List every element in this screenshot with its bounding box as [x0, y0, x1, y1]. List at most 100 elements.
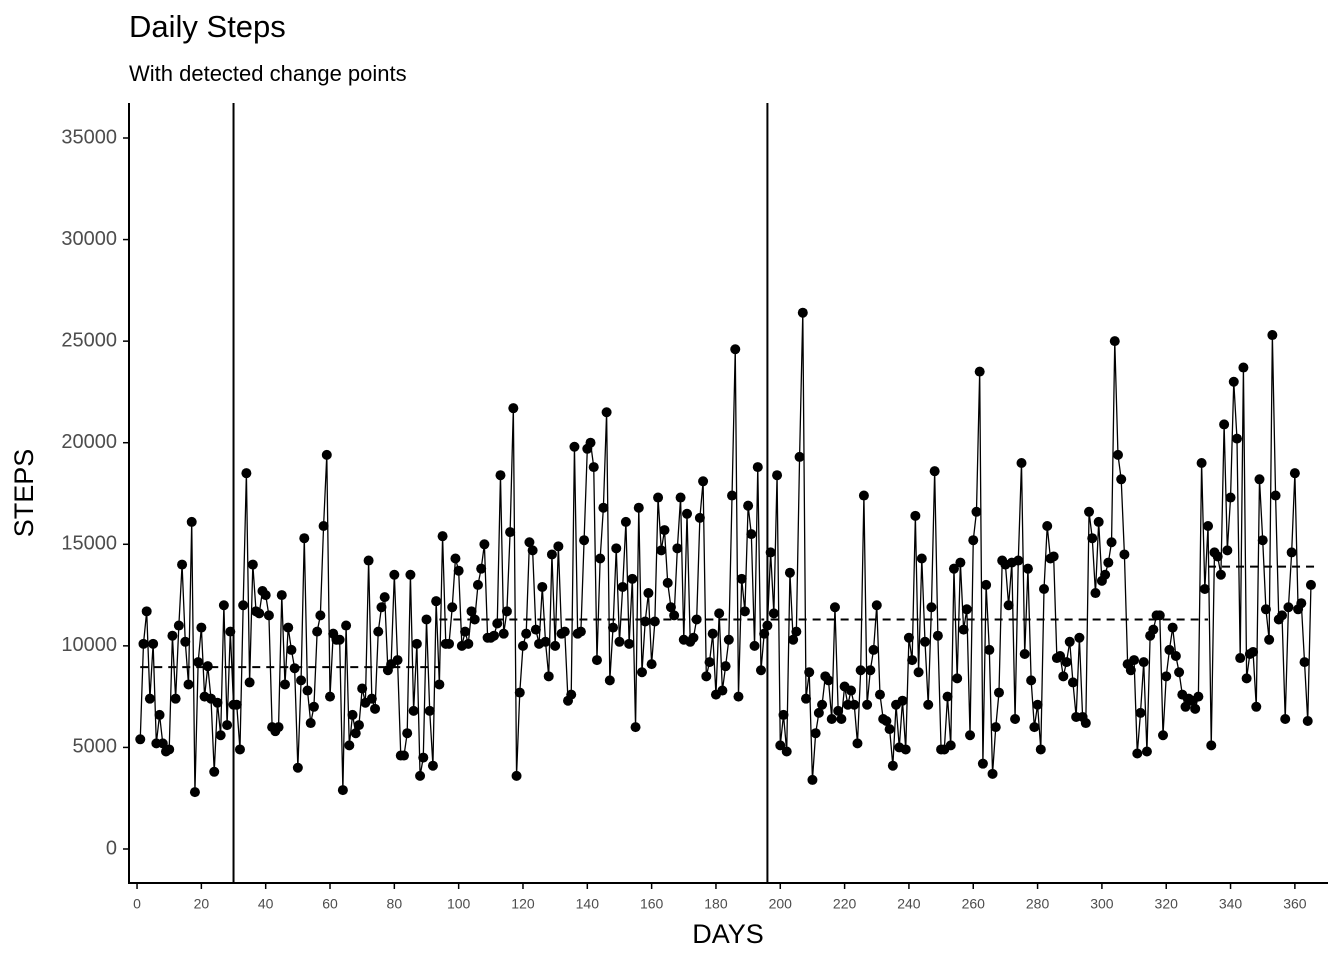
steps-point	[1010, 713, 1021, 724]
steps-point	[990, 722, 1001, 733]
steps-point	[170, 693, 181, 704]
steps-point	[302, 685, 313, 696]
steps-point	[1228, 376, 1239, 387]
steps-point	[1087, 533, 1098, 544]
steps-point	[900, 744, 911, 755]
steps-point	[231, 699, 242, 710]
steps-point	[1141, 746, 1152, 757]
steps-point	[1129, 655, 1140, 666]
steps-point	[1212, 551, 1223, 562]
steps-point	[193, 657, 204, 668]
steps-point	[463, 638, 474, 649]
steps-point	[1022, 563, 1033, 574]
steps-point	[733, 691, 744, 702]
steps-point	[1277, 610, 1288, 621]
steps-point	[1206, 740, 1217, 751]
steps-point	[325, 691, 336, 702]
steps-point	[1103, 557, 1114, 568]
steps-point	[167, 630, 178, 641]
steps-point	[537, 581, 548, 592]
steps-point	[884, 724, 895, 735]
steps-point	[421, 614, 432, 625]
steps-point	[778, 709, 789, 720]
y-tick-label: 25000	[61, 329, 117, 351]
steps-point	[1270, 490, 1281, 501]
steps-point	[292, 762, 303, 773]
steps-point	[965, 730, 976, 741]
steps-point	[276, 590, 287, 601]
steps-point	[283, 622, 294, 633]
steps-point	[1264, 634, 1275, 645]
steps-point	[508, 403, 519, 414]
y-tick-label: 35000	[61, 126, 117, 148]
steps-point	[341, 620, 352, 631]
y-tick-label: 20000	[61, 431, 117, 453]
steps-point	[434, 679, 445, 690]
steps-point	[813, 707, 824, 718]
steps-point	[932, 630, 943, 641]
steps-point	[942, 691, 953, 702]
steps-point	[254, 608, 265, 619]
steps-point	[517, 640, 528, 651]
steps-point	[575, 626, 586, 637]
steps-point	[598, 502, 609, 513]
steps-point	[1164, 644, 1175, 655]
steps-point	[1100, 569, 1111, 580]
steps-point	[694, 512, 705, 523]
steps-point	[1067, 677, 1078, 688]
steps-point	[379, 592, 390, 603]
x-tick-label: 260	[962, 896, 986, 912]
steps-point	[1042, 521, 1053, 532]
steps-point	[1138, 657, 1149, 668]
steps-point	[1158, 730, 1169, 741]
steps-point	[653, 492, 664, 503]
steps-point	[897, 695, 908, 706]
steps-point	[682, 508, 693, 519]
steps-point	[234, 744, 245, 755]
y-axis-title: STEPS	[9, 449, 39, 538]
steps-point	[164, 744, 175, 755]
steps-point	[476, 563, 487, 574]
steps-point	[546, 549, 557, 560]
steps-point	[1180, 701, 1191, 712]
x-tick-label: 320	[1155, 896, 1179, 912]
steps-point	[794, 451, 805, 462]
steps-point	[315, 610, 326, 621]
steps-point	[987, 768, 998, 779]
steps-point	[669, 610, 680, 621]
steps-point	[569, 441, 580, 452]
steps-point	[595, 553, 606, 564]
steps-point	[633, 502, 644, 513]
steps-point	[913, 667, 924, 678]
steps-point	[958, 624, 969, 635]
steps-point	[337, 785, 348, 796]
steps-point	[450, 553, 461, 564]
steps-point	[961, 604, 972, 615]
steps-point	[189, 787, 200, 798]
steps-point	[173, 620, 184, 631]
steps-point	[530, 624, 541, 635]
steps-point	[1013, 555, 1024, 566]
steps-point	[244, 677, 255, 688]
steps-point	[334, 634, 345, 645]
steps-point	[353, 720, 364, 731]
steps-point	[993, 687, 1004, 698]
steps-point	[746, 529, 757, 540]
steps-point	[611, 543, 622, 554]
steps-point	[887, 760, 898, 771]
steps-point	[1032, 699, 1043, 710]
steps-point	[627, 573, 638, 584]
steps-point	[945, 740, 956, 751]
steps-point	[389, 569, 400, 580]
x-tick-label: 280	[1026, 896, 1050, 912]
steps-point	[910, 510, 921, 521]
steps-point	[1203, 521, 1214, 532]
steps-point	[1132, 748, 1143, 759]
x-tick-label: 240	[897, 896, 921, 912]
steps-point	[1289, 468, 1300, 479]
y-tick-label: 5000	[73, 736, 118, 758]
x-tick-label: 220	[833, 896, 857, 912]
steps-point	[865, 665, 876, 676]
steps-point	[810, 728, 821, 739]
steps-point	[1196, 458, 1207, 469]
